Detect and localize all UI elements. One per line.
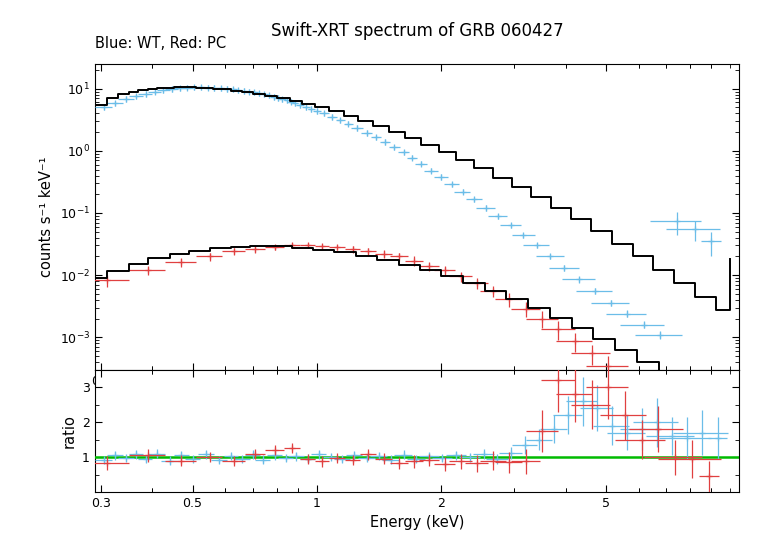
Text: Blue: WT, Red: PC: Blue: WT, Red: PC <box>95 36 226 51</box>
Y-axis label: ratio: ratio <box>61 414 77 448</box>
X-axis label: Energy (keV): Energy (keV) <box>370 515 464 530</box>
Y-axis label: counts s⁻¹ keV⁻¹: counts s⁻¹ keV⁻¹ <box>39 157 54 277</box>
Text: Swift-XRT spectrum of GRB 060427: Swift-XRT spectrum of GRB 060427 <box>271 22 563 40</box>
